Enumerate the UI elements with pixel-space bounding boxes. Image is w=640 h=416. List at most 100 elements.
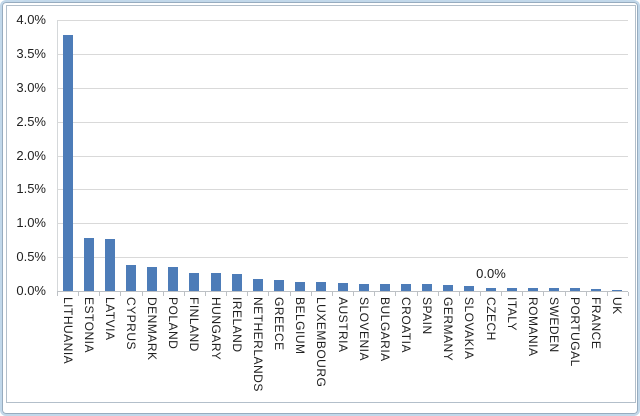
x-axis-tick <box>205 292 206 296</box>
x-axis-category-label: SLOVAKIA <box>462 297 476 360</box>
bar-slovakia <box>464 286 474 291</box>
x-axis-category-label: BELGIUM <box>293 297 307 355</box>
y-axis-tick-label: 4.0% <box>16 12 46 27</box>
x-axis-tick <box>142 292 143 296</box>
grid-line <box>57 122 628 123</box>
bar-ireland <box>232 274 242 291</box>
bar-hungary <box>211 273 221 291</box>
x-axis-category-label: HUNGARY <box>209 297 223 361</box>
bar-italy <box>507 288 517 291</box>
x-axis-category-label: POLAND <box>166 297 180 350</box>
x-axis-category-label: GREECE <box>272 297 286 351</box>
chart-area-frame <box>6 5 636 403</box>
x-axis-tick <box>628 292 629 296</box>
y-axis-tick-label: 0.0% <box>16 283 46 298</box>
x-axis-tick <box>99 292 100 296</box>
x-axis-category-label: ROMANIA <box>526 297 540 357</box>
x-axis-tick <box>247 292 248 296</box>
bar-sweden <box>549 288 559 291</box>
y-axis-tick-label: 2.5% <box>16 114 46 129</box>
y-axis-line <box>57 20 58 291</box>
x-axis-category-label: NETHERLANDS <box>251 297 265 392</box>
x-axis-tick <box>268 292 269 296</box>
x-axis-tick <box>565 292 566 296</box>
x-axis-tick <box>501 292 502 296</box>
x-axis-tick <box>57 292 58 296</box>
x-axis-tick <box>332 292 333 296</box>
x-axis-category-label: CROATIA <box>399 297 413 353</box>
x-axis-category-label: IRELAND <box>230 297 244 353</box>
x-axis-category-label: ITALY <box>505 297 519 332</box>
bar-uk <box>612 290 622 291</box>
bar-cyprus <box>126 265 136 291</box>
x-axis-category-label: SWEDEN <box>547 297 561 353</box>
x-axis-category-label: SPAIN <box>420 297 434 335</box>
bar-belgium <box>295 282 305 291</box>
x-axis-category-label: BULGARIA <box>378 297 392 362</box>
x-axis-tick <box>163 292 164 296</box>
x-axis-tick <box>353 292 354 296</box>
x-axis-tick <box>438 292 439 296</box>
bar-denmark <box>147 267 157 291</box>
y-axis-tick-label: 3.5% <box>16 46 46 61</box>
x-axis-tick <box>459 292 460 296</box>
x-axis-category-label: LATVIA <box>103 297 117 341</box>
data-label-annotation: 0.0% <box>476 266 506 281</box>
x-axis-category-label: SLOVENIA <box>357 297 371 362</box>
x-axis-line <box>57 291 628 292</box>
x-axis-category-label: DENMARK <box>145 297 159 361</box>
bar-luxembourg <box>316 282 326 291</box>
bar-estonia <box>84 238 94 291</box>
y-axis-tick-label: 2.0% <box>16 148 46 163</box>
grid-line <box>57 156 628 157</box>
bar-austria <box>338 283 348 291</box>
x-axis-category-label: PORTUGAL <box>568 297 582 367</box>
x-axis-tick <box>543 292 544 296</box>
x-axis-category-label: FRANCE <box>589 297 603 350</box>
x-axis-tick <box>78 292 79 296</box>
bar-france <box>591 289 601 291</box>
bar-czech <box>486 288 496 291</box>
bar-lithuania <box>63 35 73 291</box>
x-axis-tick <box>374 292 375 296</box>
bar-portugal <box>570 288 580 291</box>
x-axis-category-label: AUSTRIA <box>336 297 350 353</box>
x-axis-tick <box>395 292 396 296</box>
x-axis-category-label: LUXEMBOURG <box>314 297 328 388</box>
x-axis-category-label: CZECH <box>484 297 498 341</box>
bar-romania <box>528 288 538 291</box>
x-axis-category-label: UK <box>610 297 624 315</box>
bar-finland <box>189 273 199 291</box>
x-axis-category-label: CYPRUS <box>124 297 138 351</box>
bar-croatia <box>401 284 411 291</box>
y-axis-tick-label: 3.0% <box>16 80 46 95</box>
y-axis-tick-label: 0.5% <box>16 249 46 264</box>
x-axis-tick <box>290 292 291 296</box>
x-axis-tick <box>184 292 185 296</box>
x-axis-category-label: ESTONIA <box>82 297 96 353</box>
grid-line <box>57 54 628 55</box>
bar-bulgaria <box>380 284 390 291</box>
y-axis-tick-label: 1.5% <box>16 181 46 196</box>
y-axis-tick-label: 1.0% <box>16 215 46 230</box>
grid-line <box>57 20 628 21</box>
bar-latvia <box>105 239 115 291</box>
bar-greece <box>274 280 284 291</box>
x-axis-tick <box>522 292 523 296</box>
grid-line <box>57 88 628 89</box>
x-axis-tick <box>120 292 121 296</box>
bar-germany <box>443 285 453 291</box>
grid-line <box>57 223 628 224</box>
x-axis-category-label: LITHUANIA <box>61 297 75 365</box>
bar-poland <box>168 267 178 291</box>
grid-line <box>57 189 628 190</box>
x-axis-category-label: GERMANY <box>441 297 455 362</box>
bar-netherlands <box>253 279 263 291</box>
x-axis-tick <box>311 292 312 296</box>
bar-slovenia <box>359 284 369 291</box>
x-axis-tick <box>226 292 227 296</box>
x-axis-tick <box>417 292 418 296</box>
grid-line <box>57 257 628 258</box>
x-axis-tick <box>607 292 608 296</box>
